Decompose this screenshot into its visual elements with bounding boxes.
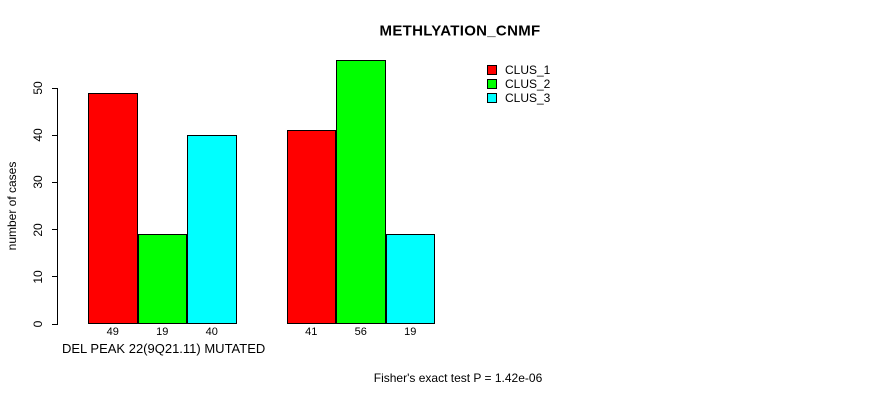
bar-clus-3-group-1: [187, 135, 237, 324]
bar-value-label: 41: [305, 326, 318, 338]
y-axis-tick: [52, 181, 58, 183]
legend-swatch-clus-2: [487, 79, 497, 89]
y-axis-tick: [52, 229, 58, 231]
legend-row: CLUS_2: [487, 77, 550, 91]
bar-value-label: 19: [404, 326, 417, 338]
bar-clus-1-group-2: [286, 130, 336, 324]
y-axis-tick-label: 0: [31, 320, 45, 328]
legend-label: CLUS_1: [505, 63, 551, 77]
bar-value-label: 49: [106, 326, 119, 338]
legend: CLUS_1 CLUS_2 CLUS_3: [487, 63, 550, 105]
y-axis-tick-label: 10: [31, 270, 45, 284]
bar-value-label: 56: [354, 326, 367, 338]
y-axis-tick-label: 20: [31, 222, 45, 237]
y-axis-title: number of cases: [5, 161, 19, 251]
bar-value-label: 40: [205, 326, 218, 338]
legend-swatch-clus-3: [487, 93, 497, 103]
bar-clus-1-group-1: [88, 92, 138, 324]
legend-label: CLUS_3: [505, 91, 551, 105]
y-axis-tick-label: 50: [31, 81, 45, 95]
y-axis-tick: [52, 323, 58, 325]
legend-label: CLUS_2: [505, 77, 551, 91]
bar-clus-2-group-1: [137, 234, 187, 324]
bar-value-label: 19: [156, 326, 169, 338]
chart-title: METHLYATION_CNMF: [379, 22, 541, 40]
legend-swatch-clus-1: [487, 65, 497, 75]
legend-row: CLUS_3: [487, 91, 550, 105]
y-axis-tick-label: 30: [31, 175, 45, 190]
bar-clus-3-group-2: [385, 234, 435, 324]
y-axis-tick-label: 40: [31, 128, 45, 142]
y-axis-line: [57, 88, 58, 324]
x-axis-label: DEL PEAK 22(9Q21.11) MUTATED: [62, 341, 266, 356]
bar-clus-2-group-2: [336, 59, 386, 324]
y-axis-tick: [52, 134, 58, 136]
stat-annotation: Fisher's exact test P = 1.42e-06: [373, 371, 543, 385]
y-axis-tick: [52, 87, 58, 89]
legend-row: CLUS_1: [487, 63, 550, 77]
y-axis-tick: [52, 276, 58, 278]
